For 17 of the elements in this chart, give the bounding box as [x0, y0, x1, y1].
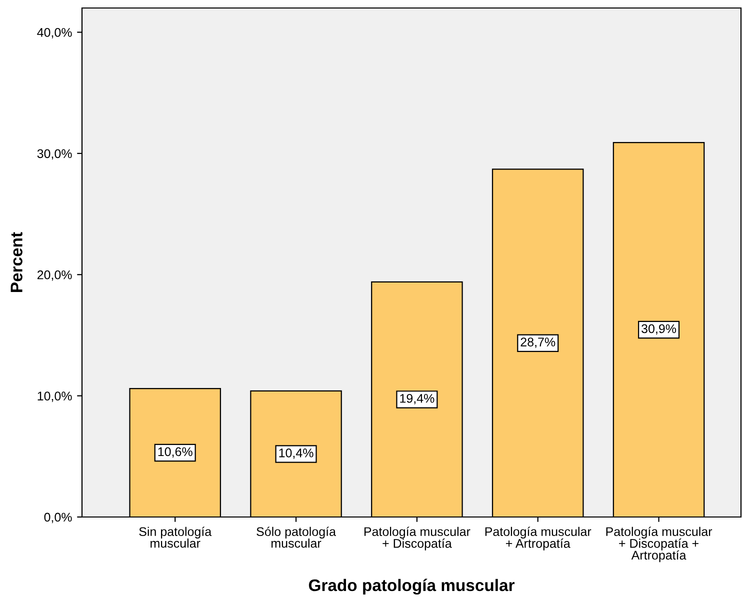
- data-label: 10,4%: [279, 448, 314, 459]
- data-label: 28,7%: [520, 338, 556, 348]
- data-label: 19,4%: [400, 394, 434, 404]
- x-axis-title: Grado patología muscular: [308, 578, 515, 595]
- data-label: 30,9%: [642, 324, 676, 335]
- data-label: 10,6%: [158, 447, 192, 458]
- y-tick-label: 40,0%: [37, 28, 72, 38]
- y-tick-label: 30,0%: [37, 149, 72, 160]
- x-tick-label: Sin patología muscular: [139, 526, 212, 548]
- y-tick-label: 20,0%: [37, 270, 72, 281]
- y-tick-label: 10,0%: [38, 392, 72, 402]
- y-tick-label: 0,0%: [44, 512, 72, 524]
- x-tick-label: Patología muscular + Discopatía: [364, 526, 470, 550]
- x-tick-label: Sólo patología muscular: [256, 526, 336, 548]
- x-tick-label: Patología muscular + Artropatía: [485, 526, 592, 550]
- y-axis-title: Percent: [10, 232, 22, 292]
- x-tick-label: Patología muscular + Discopatía + Artropatía: [606, 526, 712, 562]
